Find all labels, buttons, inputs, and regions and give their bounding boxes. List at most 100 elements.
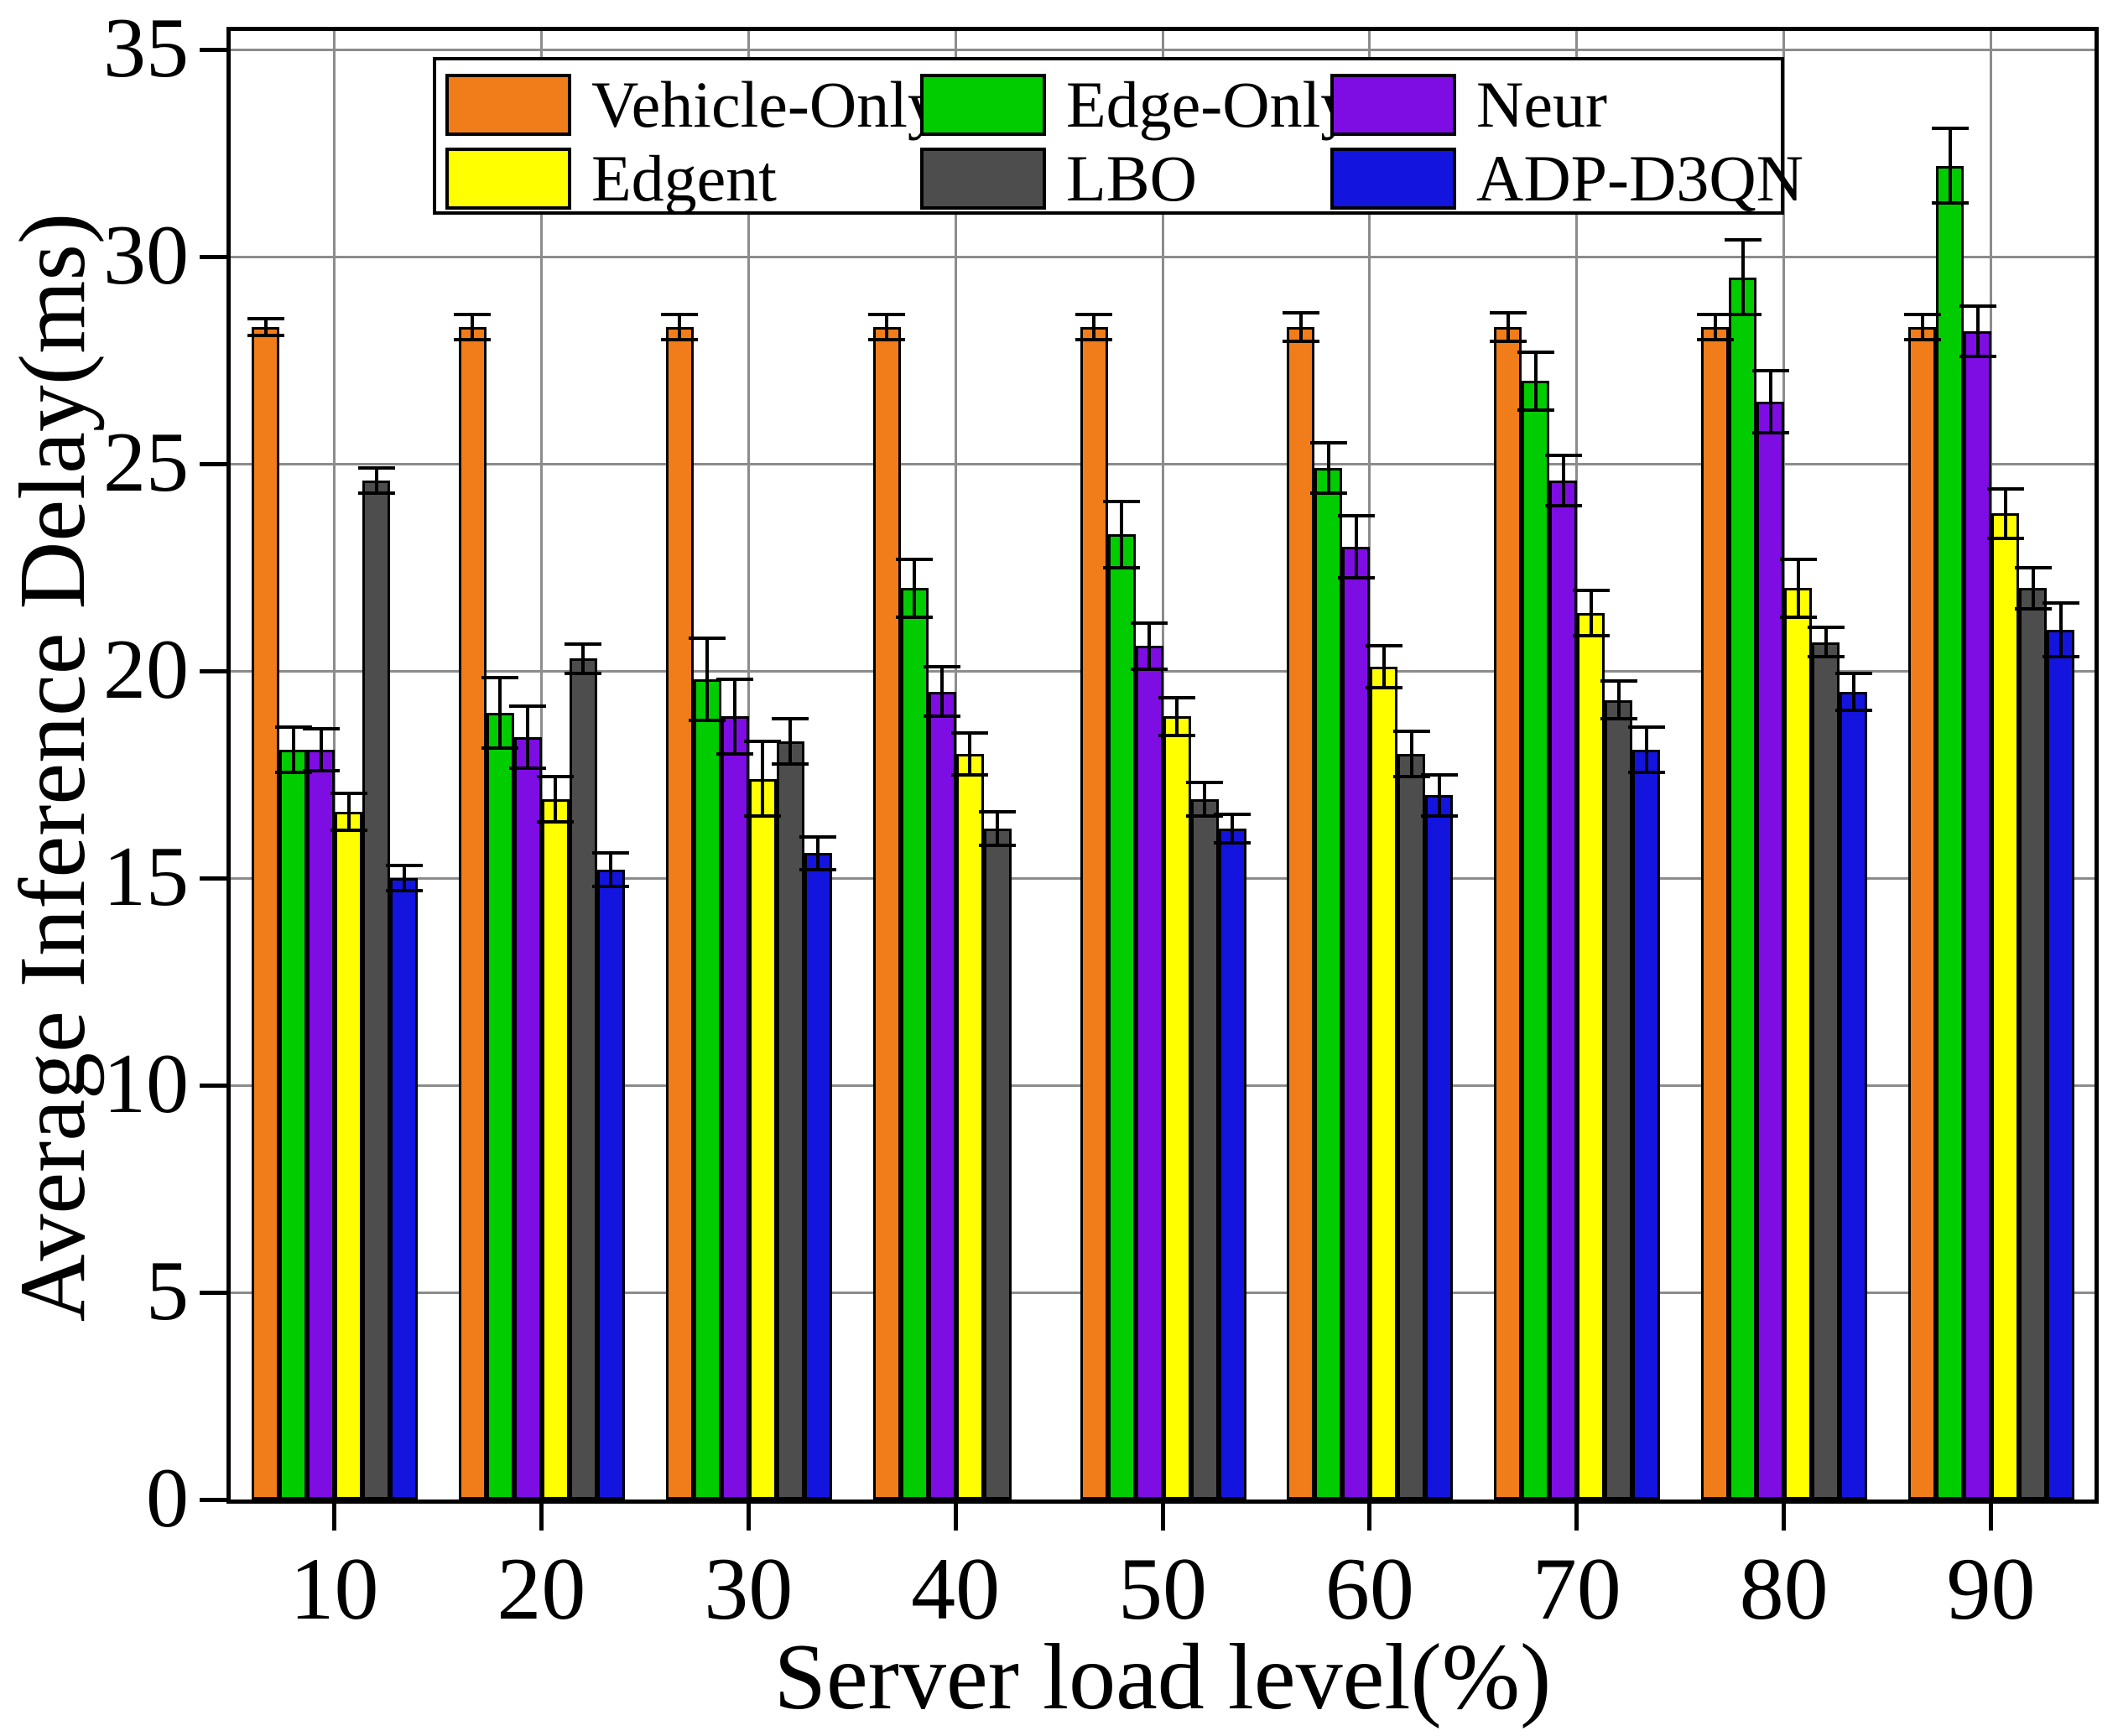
error-bar-cap <box>274 725 312 729</box>
error-bar-cap <box>454 313 492 317</box>
error-bar <box>402 865 406 891</box>
error-bar-cap <box>1365 685 1402 689</box>
error-bar <box>1948 128 1952 203</box>
error-bar-cap <box>1337 513 1375 517</box>
y-tick-25 <box>200 461 226 466</box>
error-bar <box>968 733 972 775</box>
legend-swatch-neur <box>1330 74 1456 136</box>
error-bar <box>1120 501 1124 568</box>
error-bar-cap <box>1751 431 1789 435</box>
error-bar-cap <box>385 864 423 868</box>
error-bar-cap <box>1751 369 1789 373</box>
error-bar <box>1354 515 1358 578</box>
error-bar-cap <box>896 557 934 561</box>
error-bar-cap <box>744 740 782 744</box>
error-bar-cap <box>1420 772 1458 777</box>
error-bar <box>1741 240 1745 315</box>
error-bar <box>913 559 917 617</box>
x-tick-30 <box>746 1504 751 1531</box>
error-bar-cap <box>537 775 575 779</box>
bar-adp-d3qn-80 <box>1840 691 1868 1500</box>
error-bar-cap <box>1572 588 1610 592</box>
error-bar <box>1298 312 1303 342</box>
error-bar-cap <box>661 337 699 341</box>
bar-edge-only-30 <box>693 679 721 1500</box>
legend: Vehicle-Only Edge-Only Neur Edgent LBO A… <box>433 57 1803 215</box>
legend-item-adp-d3qn: ADP-D3QN <box>1330 144 1803 213</box>
bar-neur-80 <box>1756 402 1785 1500</box>
error-bar-cap <box>1903 337 1941 341</box>
bar-edge-only-50 <box>1107 534 1136 1500</box>
error-bar-cap <box>565 671 602 675</box>
bar-adp-d3qn-90 <box>2047 629 2075 1500</box>
error-bar-cap <box>302 768 340 772</box>
error-bar-cap <box>509 767 547 771</box>
x-tick-label-40: 40 <box>911 1540 1001 1638</box>
error-bar-cap <box>247 317 284 321</box>
legend-swatch-vehicle-only <box>445 74 571 136</box>
error-bar-cap <box>2014 607 2052 611</box>
error-bar-cap <box>592 884 630 888</box>
error-bar-cap <box>1959 354 1996 358</box>
x-tick-10 <box>331 1504 336 1531</box>
error-bar-cap <box>689 636 726 640</box>
error-bar-cap <box>799 868 837 872</box>
bar-adp-d3qn-10 <box>390 878 418 1500</box>
error-bar-cap <box>274 771 312 775</box>
error-bar-cap <box>302 727 340 731</box>
bar-lbo-60 <box>1397 753 1426 1500</box>
x-tick-70 <box>1574 1504 1579 1531</box>
bar-edgent-10 <box>335 812 362 1500</box>
y-tick-label-15: 15 <box>103 829 189 925</box>
error-bar-cap <box>896 615 934 619</box>
y-tick-35 <box>200 47 226 52</box>
error-bar-cap <box>1158 696 1196 700</box>
error-bar-cap <box>592 851 630 855</box>
error-bar-cap <box>689 719 726 723</box>
bar-vehicle-only-20 <box>458 327 487 1500</box>
error-bar-cap <box>1959 304 1996 309</box>
error-bar-cap <box>1600 716 1637 720</box>
error-bar-cap <box>979 843 1017 847</box>
error-bar <box>1616 681 1621 719</box>
error-bar <box>263 319 268 336</box>
y-tick-label-35: 35 <box>103 1 189 96</box>
error-bar <box>1975 306 1980 356</box>
error-bar-cap <box>799 834 837 839</box>
error-bar <box>1851 673 1855 711</box>
error-bar-cap <box>744 814 782 818</box>
bar-edgent-50 <box>1163 716 1191 1500</box>
error-bar <box>609 853 613 886</box>
error-bar-cap <box>661 313 699 317</box>
error-bar-cap <box>1131 621 1168 626</box>
bar-vehicle-only-30 <box>665 327 694 1500</box>
error-bar-cap <box>357 466 395 470</box>
error-bar <box>1561 455 1565 506</box>
error-bar-cap <box>2014 565 2052 569</box>
legend-item-vehicle-only: Vehicle-Only <box>445 70 940 139</box>
bar-adp-d3qn-70 <box>1632 749 1661 1500</box>
error-bar-cap <box>1834 671 1872 675</box>
bar-vehicle-only-90 <box>1908 327 1937 1500</box>
error-bar-cap <box>1489 340 1527 344</box>
error-bar <box>678 314 682 340</box>
error-bar-cap <box>1131 667 1168 671</box>
error-bar <box>1203 782 1207 816</box>
legend-label-neur: Neur <box>1476 68 1607 141</box>
error-bar <box>1326 443 1330 493</box>
bar-vehicle-only-80 <box>1701 327 1730 1500</box>
error-bar-cap <box>1724 313 1762 317</box>
y-tick-label-10: 10 <box>103 1037 189 1132</box>
error-bar-cap <box>1627 725 1665 729</box>
error-bar-cap <box>1696 337 1734 341</box>
error-bar <box>1231 813 1235 844</box>
error-bar-cap <box>1834 709 1872 713</box>
bar-edge-only-60 <box>1314 468 1343 1500</box>
error-bar-cap <box>1779 557 1817 561</box>
legend-swatch-edge-only <box>920 74 1046 136</box>
error-bar-cap <box>2042 654 2079 658</box>
y-tick-15 <box>200 876 226 881</box>
y-tick-label-30: 30 <box>103 208 189 304</box>
legend-item-edgent: Edgent <box>445 144 777 213</box>
bar-vehicle-only-70 <box>1494 327 1522 1500</box>
